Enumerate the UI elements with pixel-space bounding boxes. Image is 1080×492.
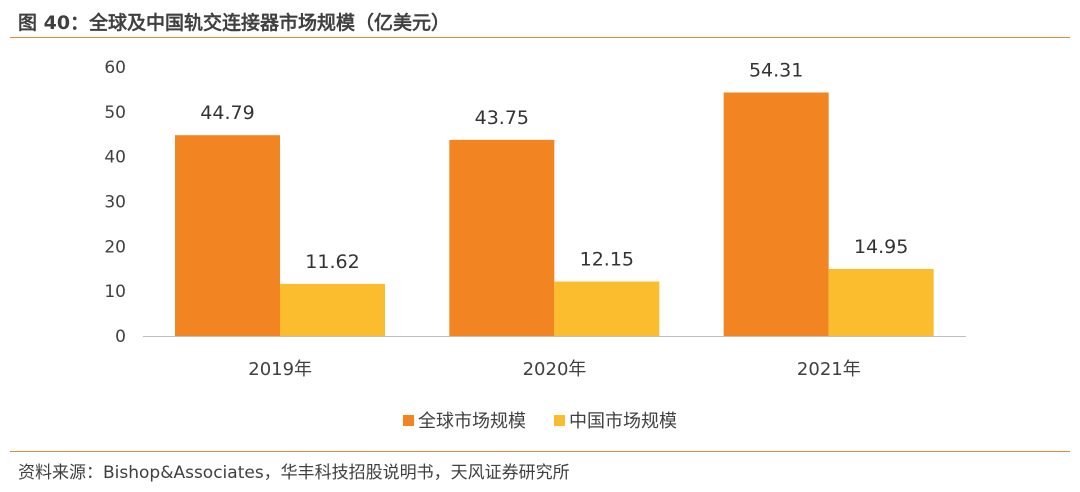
legend-item-china: 中国市场规模	[554, 407, 677, 433]
y-tick-label: 40	[104, 148, 126, 168]
data-label: 14.95	[854, 236, 908, 258]
legend-item-global: 全球市场规模	[403, 407, 526, 433]
bar-china	[280, 283, 385, 336]
y-tick-label: 0	[115, 327, 126, 347]
bar-chart: 0 10 20 30 40 50 60 44.79 11.62 2019年 43.75 12.15 20…	[104, 58, 966, 380]
data-label: 43.75	[475, 107, 529, 129]
bar-global	[723, 92, 829, 337]
data-label: 44.79	[200, 102, 254, 124]
y-tick-label: 10	[104, 282, 126, 302]
data-label: 11.62	[305, 251, 359, 273]
y-tick-label: 30	[104, 193, 126, 213]
figure-title: 图 40：全球及中国轨交连接器市场规模（亿美元）	[18, 12, 451, 34]
legend-label-china: 中国市场规模	[569, 411, 677, 432]
bar-global	[449, 139, 555, 336]
footer-divider	[10, 451, 1070, 452]
y-tick-label: 50	[104, 103, 126, 123]
x-tick-label: 2020年	[523, 359, 587, 380]
x-tick-label: 2019年	[248, 359, 312, 380]
source-note: 资料来源：Bishop&Associates，华丰科技招股说明书，天风证券研究所	[18, 463, 570, 483]
bar-global	[175, 135, 280, 336]
y-tick-label: 60	[104, 58, 126, 78]
bar-china	[828, 268, 934, 336]
chart-legend: 全球市场规模 中国市场规模	[0, 407, 1080, 433]
legend-swatch-global	[403, 414, 414, 426]
legend-swatch-china	[554, 414, 565, 426]
bar-china	[554, 281, 660, 336]
legend-label-global: 全球市场规模	[418, 411, 526, 432]
y-tick-label: 20	[104, 237, 126, 257]
x-tick-label: 2021年	[797, 359, 861, 380]
data-label: 54.31	[749, 60, 803, 82]
data-label: 12.15	[580, 249, 634, 271]
title-divider	[10, 37, 1070, 38]
